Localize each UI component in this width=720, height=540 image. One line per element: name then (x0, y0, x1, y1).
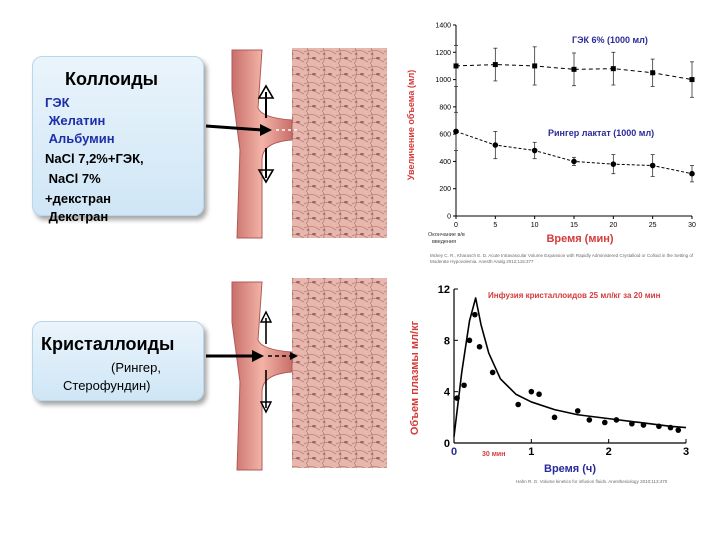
chart1-point-hes (610, 66, 616, 72)
tissue-bottom (292, 278, 387, 468)
chart1-y-tick-label: 400 (439, 159, 451, 166)
chart1-point-ringer (571, 158, 577, 165)
chart2-point (586, 417, 593, 423)
chart2-point (476, 343, 483, 350)
chart1-annotation-line: Окончание в/в (428, 232, 465, 238)
chart1-x-tick-label: 30 (688, 222, 696, 229)
chart2-y-tick-label: 8 (444, 335, 450, 347)
chart2-point (656, 423, 662, 430)
chart2-x-tick-label: 2 (606, 446, 612, 458)
chart1-reference: Mckey C. R., Kharasch E. D. Acute Intrav… (430, 253, 694, 264)
chart2-point (613, 417, 620, 423)
chart2-point (472, 311, 478, 318)
colloids-card: Коллоиды ГЭК Желатин Альбумин NaCl 7,2%+… (32, 56, 204, 224)
chart1-point-ringer (610, 161, 617, 167)
chart2-y-tick-label: 4 (444, 387, 451, 399)
chart2-point (675, 427, 682, 433)
chart1-point-hes (492, 62, 498, 68)
colloid-item: ГЭК (45, 95, 70, 110)
crystalloids-title: Кристаллоиды (41, 334, 175, 354)
chart1-ylabel: Увеличение объема (мл) (406, 70, 416, 180)
chart1-x-tick-label: 0 (454, 222, 458, 229)
chart1-point-hes (650, 70, 656, 76)
chart1-y-tick-label: 1400 (435, 23, 451, 30)
chart2-y-tick-label: 12 (438, 284, 450, 296)
chart1-xlabel: Время (мин) (546, 233, 613, 245)
chart1-point-hes (689, 77, 695, 83)
chart2-point (454, 395, 460, 401)
chart2-point (574, 408, 581, 414)
chart2-x-tick-label: 0 (451, 446, 457, 458)
crystalloids-subtitle-2: Стерофундин) (63, 378, 151, 393)
chart1-annotation-line: введения (432, 239, 456, 245)
chart1-point-ringer (689, 170, 695, 177)
chart2-point (466, 337, 473, 344)
chart1-x-tick-label: 25 (649, 222, 657, 229)
crystalloids-subtitle-1: (Рингер, (111, 360, 161, 375)
chart2-point (629, 420, 635, 427)
colloid-item: NaCl 7,2%+ГЭК, (45, 151, 144, 166)
chart2-point (667, 424, 674, 431)
chart1-y-tick-label: 200 (439, 186, 451, 193)
chart2-point (551, 414, 558, 421)
chart2-x-tick-label: 1 (528, 446, 534, 458)
chart1-point-ringer (531, 147, 538, 154)
chart2-point (640, 422, 647, 428)
chart1-point-ringer (492, 142, 499, 148)
chart2-point (536, 391, 542, 398)
chart1-y-tick-label: 600 (439, 132, 451, 139)
colloid-item: +декстран (45, 191, 112, 206)
chart1-x-tick-label: 10 (531, 222, 539, 229)
chart1-series-label-ringer: Рингер лактат (1000 мл) (548, 128, 654, 138)
chart2-point (528, 388, 535, 395)
colloids-title: Коллоиды (65, 69, 159, 89)
colloid-item: NaCl 7% (45, 171, 101, 186)
chart2-point (489, 369, 496, 376)
chart2-x-tick-label: 3 (683, 446, 689, 458)
colloid-item: Желатин (45, 113, 106, 128)
chart2-fit-curve (453, 297, 687, 437)
chart2-point (515, 401, 521, 408)
crystalloids-card: Кристаллоиды (Рингер, Стерофундин) (32, 321, 204, 401)
chart1-point-hes (571, 66, 577, 72)
chart1-x-tick-label: 15 (570, 222, 578, 229)
chart2-reference: Hahn R. G. Volume kinetics for infusion … (516, 479, 668, 484)
colloid-item: Декстран (45, 209, 109, 224)
colloid-item: Альбумин (45, 131, 115, 146)
arrowhead-icon (260, 124, 272, 136)
tissue-top (292, 48, 387, 238)
chart1-y-tick-label: 1200 (435, 50, 451, 57)
chart2-title: Инфузия кристаллоидов 25 мл/кг за 20 мин (488, 291, 661, 300)
chart1-y-tick-label: 800 (439, 104, 451, 111)
chart1-point-ringer (649, 162, 656, 169)
chart1-point-ringer (453, 128, 459, 135)
chart1-point-hes (532, 63, 538, 69)
chart2-y-tick-label: 0 (444, 438, 450, 450)
chart1-series-label-hes: ГЭК 6% (1000 мл) (572, 35, 648, 45)
chart2-point (602, 419, 608, 426)
chart1-x-tick-label: 20 (609, 222, 617, 229)
chart2-point (461, 382, 467, 389)
chart2-xlabel: Время (ч) (544, 463, 596, 475)
chart1-x-tick-label: 5 (493, 222, 497, 229)
chart1-y-tick-label: 0 (447, 214, 451, 221)
chart1-point-hes (453, 63, 459, 69)
chart1-y-tick-label: 1000 (435, 77, 451, 84)
arrow-right-icon (205, 124, 263, 132)
chart2-extra-xlabel: 30 мин (482, 451, 505, 458)
chart2-ylabel: Объем плазмы мл/кг (409, 320, 421, 435)
vessel-bottom (231, 281, 293, 471)
arrowhead-icon (252, 350, 264, 362)
